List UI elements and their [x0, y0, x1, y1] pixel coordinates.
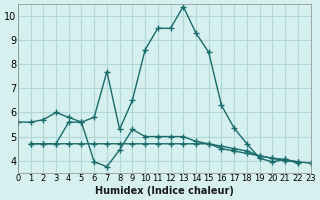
- X-axis label: Humidex (Indice chaleur): Humidex (Indice chaleur): [95, 186, 234, 196]
